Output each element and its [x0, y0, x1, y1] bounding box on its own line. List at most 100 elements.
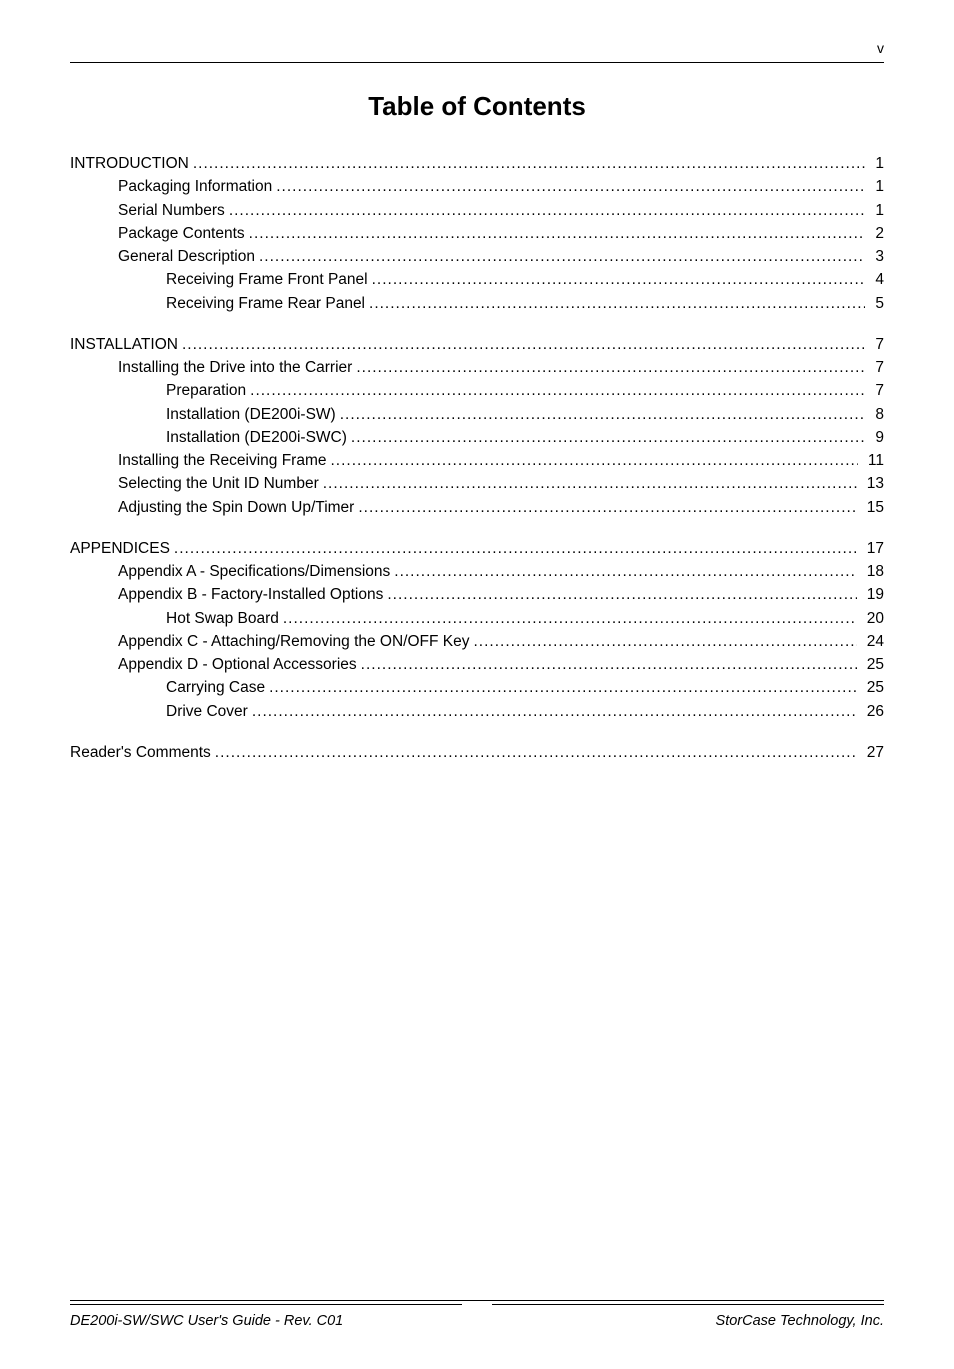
- toc-label: Appendix B - Factory-Installed Options: [118, 583, 383, 606]
- toc-leader: [250, 379, 865, 402]
- toc-label: INTRODUCTION: [70, 152, 189, 175]
- toc-page-number: 1: [869, 199, 884, 222]
- table-of-contents: INTRODUCTION 1 Packaging Information 1 Seria…: [70, 152, 884, 764]
- toc-leader: [372, 268, 866, 291]
- toc-entry: Installation (DE200i-SW) 8: [70, 403, 884, 426]
- toc-section-gap: [70, 723, 884, 741]
- toc-leader: [340, 403, 866, 426]
- toc-entry: Appendix B - Factory-Installed Options 19: [70, 583, 884, 606]
- toc-section-heading: INSTALLATION 7: [70, 333, 884, 356]
- toc-label: Appendix A - Specifications/Dimensions: [118, 560, 390, 583]
- toc-page-number: 1: [869, 175, 884, 198]
- toc-leader: [323, 472, 857, 495]
- toc-leader: [358, 496, 856, 519]
- toc-label: Appendix D - Optional Accessories: [118, 653, 357, 676]
- footer-rule-top: [70, 1300, 884, 1301]
- footer-rule-left: [70, 1304, 462, 1305]
- toc-label: Drive Cover: [166, 700, 248, 723]
- toc-section-heading: APPENDICES17: [70, 537, 884, 560]
- footer-rule-split: [70, 1304, 884, 1305]
- toc-leader: [193, 152, 866, 175]
- toc-label: Packaging Information: [118, 175, 272, 198]
- toc-page-number: 26: [861, 700, 884, 723]
- toc-label: Preparation: [166, 379, 246, 402]
- toc-page-number: 19: [861, 583, 884, 606]
- toc-page-number: 24: [861, 630, 884, 653]
- toc-page-number: 7: [869, 379, 884, 402]
- toc-label: INSTALLATION: [70, 333, 178, 356]
- toc-label: Reader's Comments: [70, 741, 211, 764]
- toc-leader: [369, 292, 865, 315]
- toc-leader: [174, 537, 857, 560]
- toc-page-number: 1: [869, 152, 884, 175]
- toc-entry: Preparation 7: [70, 379, 884, 402]
- toc-entry: Receiving Frame Front Panel4: [70, 268, 884, 291]
- toc-page-number: 27: [861, 741, 884, 764]
- toc-entry: Appendix A - Specifications/Dimensions 18: [70, 560, 884, 583]
- toc-label: Selecting the Unit ID Number: [118, 472, 319, 495]
- toc-entry: Installing the Drive into the Carrier7: [70, 356, 884, 379]
- footer-rules: [70, 1300, 884, 1305]
- toc-entry: Appendix C - Attaching/Removing the ON/O…: [70, 630, 884, 653]
- page-title: Table of Contents: [70, 91, 884, 122]
- toc-page-number: 11: [862, 449, 884, 472]
- toc-page-number: 25: [861, 653, 884, 676]
- toc-page-number: 4: [869, 268, 884, 291]
- toc-entry: Selecting the Unit ID Number 13: [70, 472, 884, 495]
- toc-page-number: 3: [869, 245, 884, 268]
- toc-label: Carrying Case: [166, 676, 265, 699]
- toc-leader: [331, 449, 858, 472]
- toc-label: Package Contents: [118, 222, 245, 245]
- page-number-top: v: [70, 40, 884, 56]
- toc-leader: [249, 222, 866, 245]
- toc-entry: Hot Swap Board20: [70, 607, 884, 630]
- toc-leader: [356, 356, 865, 379]
- toc-label: Receiving Frame Rear Panel: [166, 292, 365, 315]
- toc-leader: [387, 583, 856, 606]
- toc-leader: [351, 426, 865, 449]
- toc-leader: [259, 245, 865, 268]
- toc-page-number: 8: [869, 403, 884, 426]
- toc-page-number: 13: [861, 472, 884, 495]
- footer-rule-right: [492, 1304, 884, 1305]
- toc-label: Installing the Drive into the Carrier: [118, 356, 352, 379]
- toc-page-number: 15: [861, 496, 884, 519]
- toc-leader: [361, 653, 857, 676]
- toc-entry: General Description 3: [70, 245, 884, 268]
- toc-leader: [182, 333, 865, 356]
- toc-leader: [276, 175, 865, 198]
- toc-label: Appendix C - Attaching/Removing the ON/O…: [118, 630, 470, 653]
- toc-label: General Description: [118, 245, 255, 268]
- footer-left: DE200i-SW/SWC User's Guide - Rev. C01: [70, 1313, 343, 1329]
- toc-leader: [269, 676, 857, 699]
- toc-entry: Installing the Receiving Frame 11: [70, 449, 884, 472]
- toc-page-number: 17: [861, 537, 884, 560]
- spacer: [70, 764, 884, 1270]
- toc-label: Adjusting the Spin Down Up/Timer: [118, 496, 354, 519]
- toc-leader: [229, 199, 866, 222]
- toc-page-number: 5: [869, 292, 884, 315]
- toc-page-number: 7: [869, 333, 884, 356]
- toc-label: Installing the Receiving Frame: [118, 449, 327, 472]
- toc-entry: Package Contents2: [70, 222, 884, 245]
- toc-section-gap: [70, 519, 884, 537]
- toc-label: Serial Numbers: [118, 199, 225, 222]
- toc-leader: [252, 700, 857, 723]
- toc-leader: [474, 630, 857, 653]
- toc-section-heading: Reader's Comments 27: [70, 741, 884, 764]
- footer-right: StorCase Technology, Inc.: [716, 1313, 884, 1329]
- toc-leader: [283, 607, 857, 630]
- toc-page-number: 18: [861, 560, 884, 583]
- toc-entry: Receiving Frame Rear Panel 5: [70, 292, 884, 315]
- toc-section-heading: INTRODUCTION 1: [70, 152, 884, 175]
- footer-text: DE200i-SW/SWC User's Guide - Rev. C01 St…: [70, 1313, 884, 1329]
- toc-label: Installation (DE200i-SW): [166, 403, 336, 426]
- toc-page-number: 9: [869, 426, 884, 449]
- toc-entry: Drive Cover 26: [70, 700, 884, 723]
- toc-entry: Appendix D - Optional Accessories 25: [70, 653, 884, 676]
- page-container: v Table of Contents INTRODUCTION 1 Packagi…: [0, 0, 954, 1369]
- toc-section-gap: [70, 315, 884, 333]
- toc-leader: [394, 560, 856, 583]
- toc-leader: [215, 741, 857, 764]
- toc-entry: Carrying Case25: [70, 676, 884, 699]
